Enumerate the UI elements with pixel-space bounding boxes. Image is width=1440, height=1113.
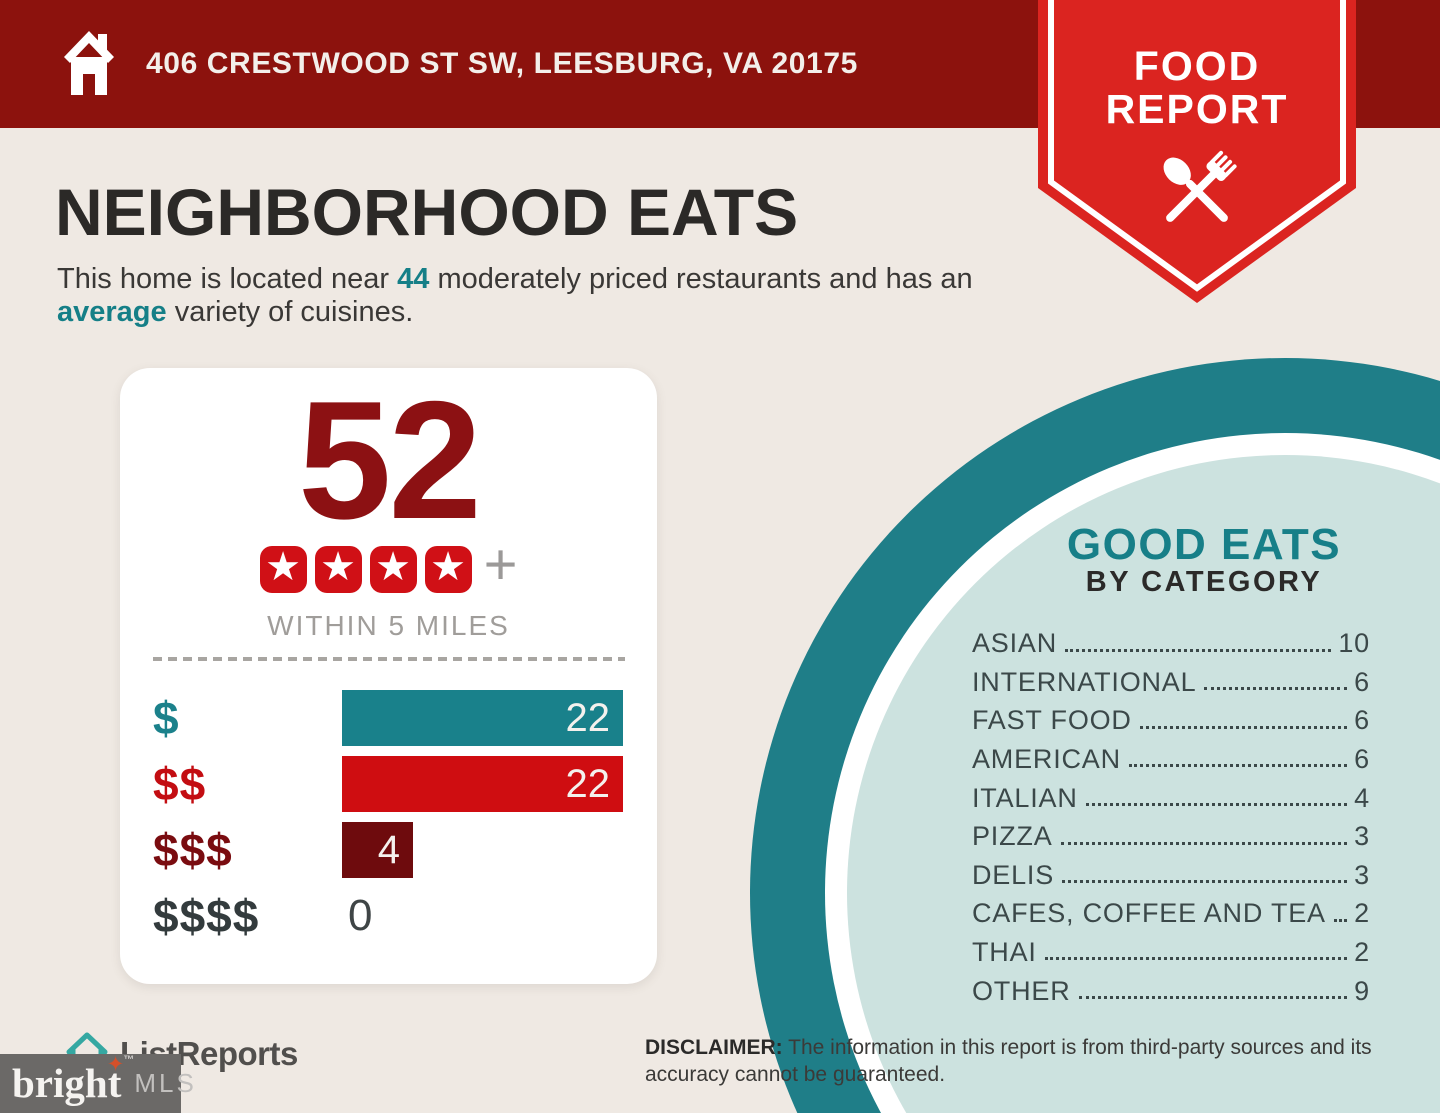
page-title: NEIGHBORHOOD EATS <box>55 175 799 249</box>
star-icon: ★ <box>424 544 472 593</box>
category-row: ITALIAN 4 <box>972 775 1370 814</box>
home-icon <box>62 26 116 107</box>
category-name: THAI <box>972 937 1037 967</box>
radius-label: WITHIN 5 MILES <box>267 610 510 641</box>
category-name: ASIAN <box>972 628 1058 659</box>
subtitle-text: variety of cuisines. <box>166 296 414 328</box>
category-name: ITALIAN <box>972 782 1078 813</box>
category-row: PIZZA 3 <box>972 814 1370 853</box>
ribbon-title-line2: REPORT <box>1105 86 1289 132</box>
dotted-leader <box>1128 764 1348 768</box>
circle-mint-fill <box>847 455 1440 1113</box>
price-tier-label: $$$ <box>153 824 233 876</box>
price-tier-row: $$ 22 <box>153 756 623 812</box>
category-count: 4 <box>1354 782 1370 813</box>
good-eats-title: GOOD EATS <box>1066 520 1342 569</box>
star-icon: ★ <box>369 544 417 593</box>
restaurant-count-inline: 44 <box>397 263 430 295</box>
price-tier-zero-value: 0 <box>348 891 373 940</box>
category-count: 3 <box>1354 859 1370 890</box>
price-tier-bar: 22 <box>342 690 623 746</box>
star-icon: ★ <box>259 544 307 593</box>
dotted-leader <box>1204 687 1348 691</box>
dotted-leader <box>1060 841 1348 845</box>
bright-text: bright <box>12 1060 122 1106</box>
category-row: CAFES, COFFEE AND TEA 2 <box>972 891 1370 930</box>
subtitle-text: moderately priced restaurants and has an <box>429 263 973 295</box>
sparkle-icon: ✦ <box>106 1052 125 1076</box>
good-eats-circle-graphic <box>750 358 1440 1113</box>
star-glyph: ★ <box>430 544 466 590</box>
category-row: ASIAN 10 <box>972 621 1370 660</box>
price-tier-bar: 22 <box>342 756 623 812</box>
category-count: 10 <box>1338 628 1370 659</box>
category-count: 2 <box>1354 898 1370 929</box>
category-row: INTERNATIONAL 6 <box>972 660 1370 699</box>
star-glyph: ★ <box>375 544 411 590</box>
star-glyph: ★ <box>320 544 356 590</box>
category-name: PIZZA <box>972 821 1053 852</box>
trademark-symbol: ™ <box>123 1054 135 1066</box>
food-report-ribbon: FOOD REPORT <box>1038 0 1356 305</box>
price-tier-label: $ <box>153 692 180 744</box>
dotted-leader <box>1065 648 1332 652</box>
bright-mls-logo: bright ✦ ™ MLS <box>0 1054 194 1113</box>
price-tier-row: $$$$ 0 <box>153 888 623 944</box>
disclaimer-text: The information in this report is from t… <box>645 1036 1372 1086</box>
price-tier-row: $$$ 4 <box>153 822 623 878</box>
dotted-leader <box>1085 802 1348 806</box>
category-name: OTHER <box>972 975 1071 1006</box>
variety-highlight: average <box>57 296 167 328</box>
category-count: 6 <box>1354 666 1370 697</box>
category-row: DELIS 3 <box>972 853 1370 892</box>
page-subtitle: This home is located near 44 moderately … <box>57 263 1002 329</box>
plus-icon: + <box>483 532 518 597</box>
disclaimer-label: DISCLAIMER: <box>645 1036 783 1059</box>
ribbon-title-line1: FOOD <box>1133 43 1261 89</box>
category-list: ASIAN 10 INTERNATIONAL 6 FAST FOOD 6 AMERICAN 6… <box>972 621 1370 1007</box>
mls-text: MLS <box>134 1068 197 1098</box>
category-count: 6 <box>1354 744 1370 775</box>
category-name: FAST FOOD <box>972 705 1132 736</box>
category-name: INTERNATIONAL <box>972 666 1197 697</box>
dotted-leader <box>1333 918 1348 922</box>
disclaimer: DISCLAIMER: The information in this repo… <box>645 1034 1440 1088</box>
category-row: AMERICAN 6 <box>972 737 1370 776</box>
restaurant-total-count: 52 <box>298 366 482 554</box>
category-count: 9 <box>1354 975 1370 1006</box>
dotted-leader <box>1062 880 1348 884</box>
category-row: FAST FOOD 6 <box>972 698 1370 737</box>
category-row: OTHER 9 <box>972 968 1370 1007</box>
price-tier-label: $$$$ <box>153 890 260 942</box>
category-count: 2 <box>1354 937 1370 967</box>
dotted-leader <box>1139 725 1348 729</box>
restaurant-stats-card: 52 ★ ★ ★ ★ + WITHIN 5 MILES $22 $$ 22 $$$ 4 $$$$ 0 <box>120 368 657 984</box>
price-tier-bar-chart: $22 $$ 22 $$$ 4 $$$$ 0 <box>153 690 623 944</box>
dashed-divider <box>153 657 625 661</box>
category-count: 3 <box>1354 821 1370 852</box>
subtitle-text: This home is located near <box>57 263 398 295</box>
category-row: THAI 2 <box>972 930 1370 969</box>
bright-wordmark: bright ✦ ™ <box>12 1054 134 1106</box>
category-name: CAFES, COFFEE AND TEA <box>972 898 1326 929</box>
price-tier-bar: 4 <box>342 822 413 878</box>
star-icon: ★ <box>314 544 362 593</box>
property-address: 406 CRESTWOOD ST SW, LEESBURG, VA 20175 <box>146 47 858 80</box>
price-tier-row: $22 <box>153 690 623 746</box>
dotted-leader <box>1044 957 1348 961</box>
star-rating-row: ★ ★ ★ ★ + <box>120 536 657 594</box>
category-count: 6 <box>1354 705 1370 736</box>
category-name: AMERICAN <box>972 744 1121 775</box>
good-eats-subtitle: BY CATEGORY <box>1085 566 1323 598</box>
price-tier-label: $$ <box>153 758 207 810</box>
category-name: DELIS <box>972 859 1055 890</box>
star-glyph: ★ <box>265 544 301 590</box>
dotted-leader <box>1078 995 1348 999</box>
crossed-spoon-fork-icon <box>1163 150 1237 222</box>
